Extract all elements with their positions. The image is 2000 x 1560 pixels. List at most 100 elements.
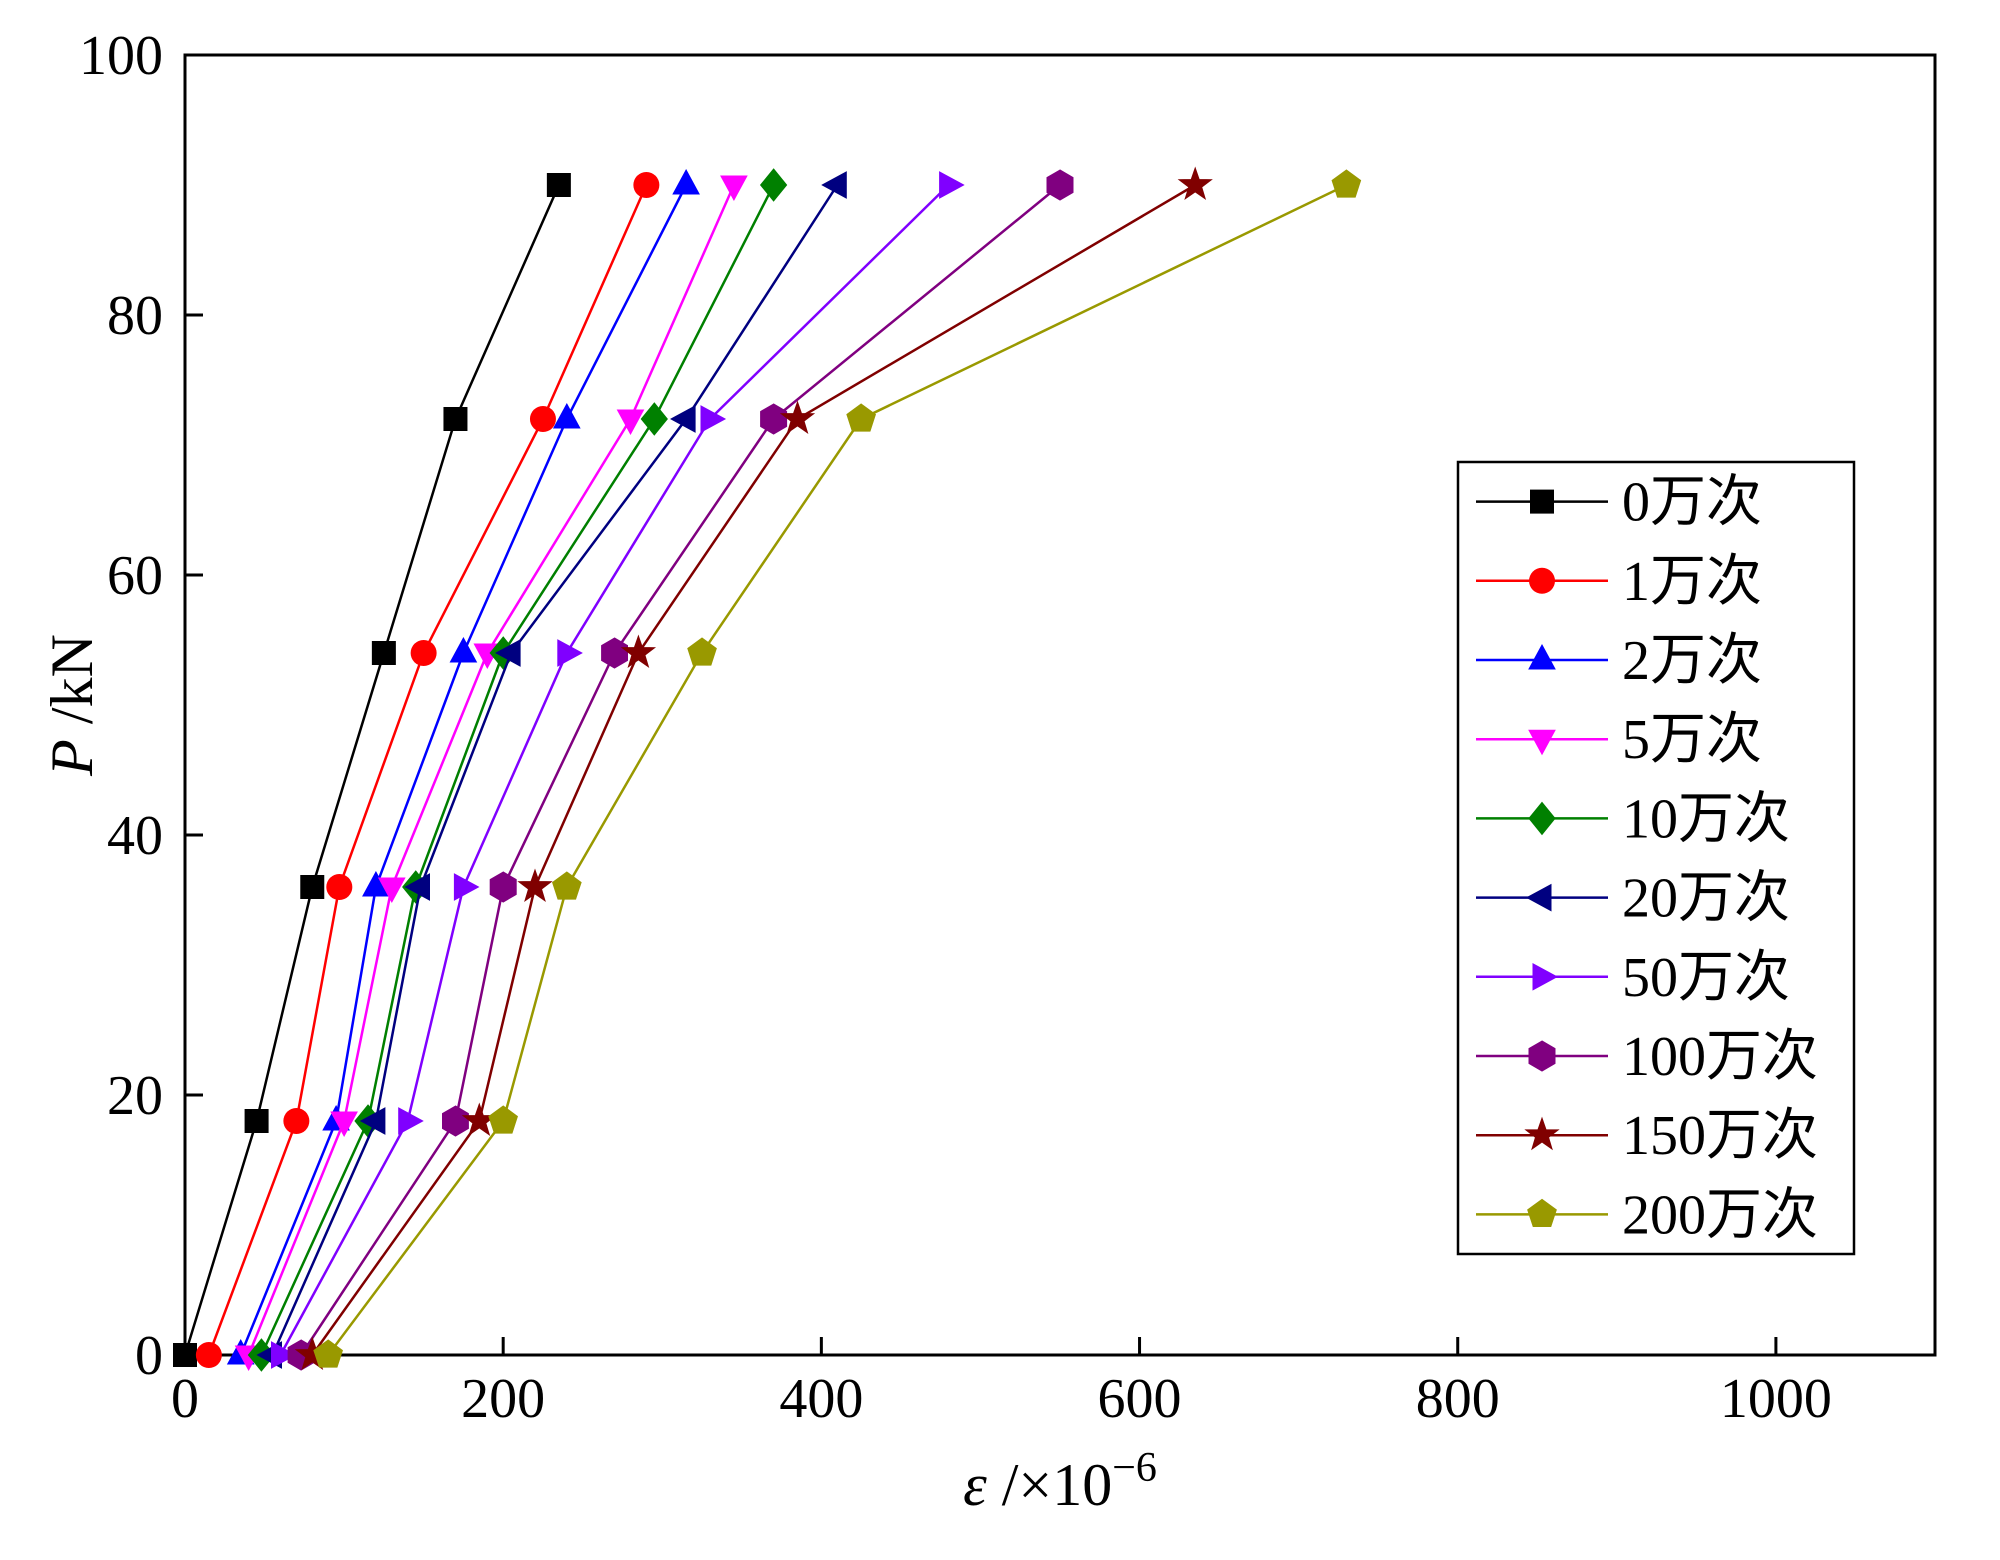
- series-3: [234, 175, 748, 1372]
- marker-triangle-left: [821, 171, 847, 199]
- y-tick-label: 20: [107, 1065, 163, 1127]
- marker-triangle-up: [449, 636, 478, 663]
- legend-box: [1456, 460, 1856, 1256]
- marker-triangle-left: [1525, 883, 1552, 912]
- marker-pentagon: [687, 637, 717, 666]
- x-tick-label: 0: [171, 1368, 199, 1430]
- series-1: [195, 172, 660, 1368]
- y-tick-label: 60: [107, 545, 163, 607]
- marker-star: [1177, 166, 1213, 201]
- marker-circle: [1529, 567, 1555, 594]
- legend-item-1: 1万次: [1476, 551, 1762, 613]
- legend-item-2: 2万次: [1476, 630, 1762, 692]
- y-tick-label: 100: [79, 25, 163, 87]
- x-tick-label: 400: [779, 1368, 863, 1430]
- legend-item-6: 50万次: [1476, 947, 1790, 1009]
- legend-label: 100万次: [1622, 1026, 1818, 1088]
- marker-pentagon: [313, 1339, 343, 1368]
- marker-circle: [529, 406, 556, 432]
- marker-hexagon: [489, 871, 517, 903]
- marker-diamond: [759, 168, 788, 202]
- series-0: [173, 173, 571, 1367]
- legend-item-9: 200万次: [1476, 1184, 1818, 1246]
- legend-label: 50万次: [1622, 947, 1790, 1009]
- x-tick-label: 800: [1416, 1368, 1500, 1430]
- marker-triangle-right: [939, 171, 965, 199]
- y-tick-label: 0: [135, 1325, 163, 1387]
- marker-star: [620, 634, 657, 669]
- marker-triangle-down: [1528, 729, 1556, 756]
- marker-circle: [410, 640, 437, 666]
- plot-frame: [183, 53, 1937, 1357]
- marker-hexagon: [1528, 1040, 1556, 1072]
- marker-triangle-down: [377, 877, 406, 904]
- series-line: [311, 183, 1196, 1356]
- marker-triangle-up: [672, 168, 700, 195]
- marker-triangle-right: [453, 873, 480, 901]
- marker-square: [300, 875, 325, 899]
- series-9: [313, 169, 1362, 1368]
- marker-hexagon: [1046, 169, 1074, 201]
- series-2: [226, 168, 700, 1365]
- y-tick-label: 80: [107, 285, 163, 347]
- legend-item-8: 150万次: [1476, 1105, 1818, 1167]
- legend-label: 0万次: [1622, 472, 1762, 534]
- marker-pentagon: [1331, 169, 1362, 198]
- series-line: [247, 184, 736, 1356]
- marker-circle: [283, 1108, 310, 1134]
- legend-label: 150万次: [1622, 1105, 1818, 1167]
- marker-circle: [326, 874, 353, 900]
- marker-pentagon: [552, 871, 582, 900]
- x-axis-label: ε /×10−6: [963, 1445, 1157, 1518]
- marker-circle: [633, 172, 660, 198]
- marker-triangle-left: [670, 405, 696, 433]
- marker-triangle-right: [398, 1107, 424, 1135]
- series-line: [183, 184, 561, 1356]
- y-tick-label: 40: [107, 805, 163, 867]
- legend-item-0: 0万次: [1476, 472, 1762, 534]
- legend-label: 2万次: [1622, 630, 1762, 692]
- series-line: [260, 184, 775, 1356]
- marker-square: [1530, 489, 1554, 514]
- marker-triangle-right: [271, 1341, 297, 1369]
- marker-square: [443, 407, 468, 431]
- series-line: [271, 184, 839, 1356]
- marker-triangle-right: [1532, 962, 1559, 991]
- marker-triangle-left: [404, 873, 430, 901]
- x-tick-label: 600: [1098, 1368, 1182, 1430]
- series-line: [279, 184, 950, 1356]
- marker-triangle-right: [557, 639, 583, 667]
- x-tick-label: 200: [461, 1368, 545, 1430]
- marker-triangle-left: [495, 639, 521, 667]
- series-line: [327, 183, 1347, 1356]
- marker-circle: [195, 1342, 222, 1368]
- marker-triangle-down: [616, 409, 645, 436]
- y-axis-label: P /kN: [39, 634, 105, 777]
- series-5: [256, 171, 847, 1369]
- marker-square: [546, 173, 571, 197]
- legend-label: 200万次: [1622, 1184, 1818, 1246]
- series-line: [239, 184, 688, 1356]
- marker-diamond: [640, 402, 668, 436]
- marker-pentagon: [846, 403, 876, 432]
- marker-square: [371, 641, 396, 665]
- series-line: [300, 184, 1061, 1356]
- marker-triangle-left: [359, 1107, 386, 1135]
- marker-star: [779, 400, 816, 435]
- marker-triangle-right: [700, 405, 727, 433]
- marker-star: [1524, 1116, 1560, 1151]
- marker-diamond: [1528, 801, 1556, 836]
- legend-label: 20万次: [1622, 868, 1790, 930]
- marker-triangle-up: [1528, 643, 1556, 670]
- marker-hexagon: [442, 1105, 469, 1137]
- legend-item-7: 100万次: [1476, 1026, 1818, 1088]
- series-8: [294, 166, 1213, 1371]
- legend-item-5: 20万次: [1476, 868, 1790, 930]
- marker-pentagon: [1527, 1198, 1557, 1227]
- series-4: [247, 168, 788, 1372]
- marker-pentagon: [488, 1105, 518, 1134]
- x-tick-label: 1000: [1720, 1368, 1832, 1430]
- marker-square: [244, 1109, 269, 1133]
